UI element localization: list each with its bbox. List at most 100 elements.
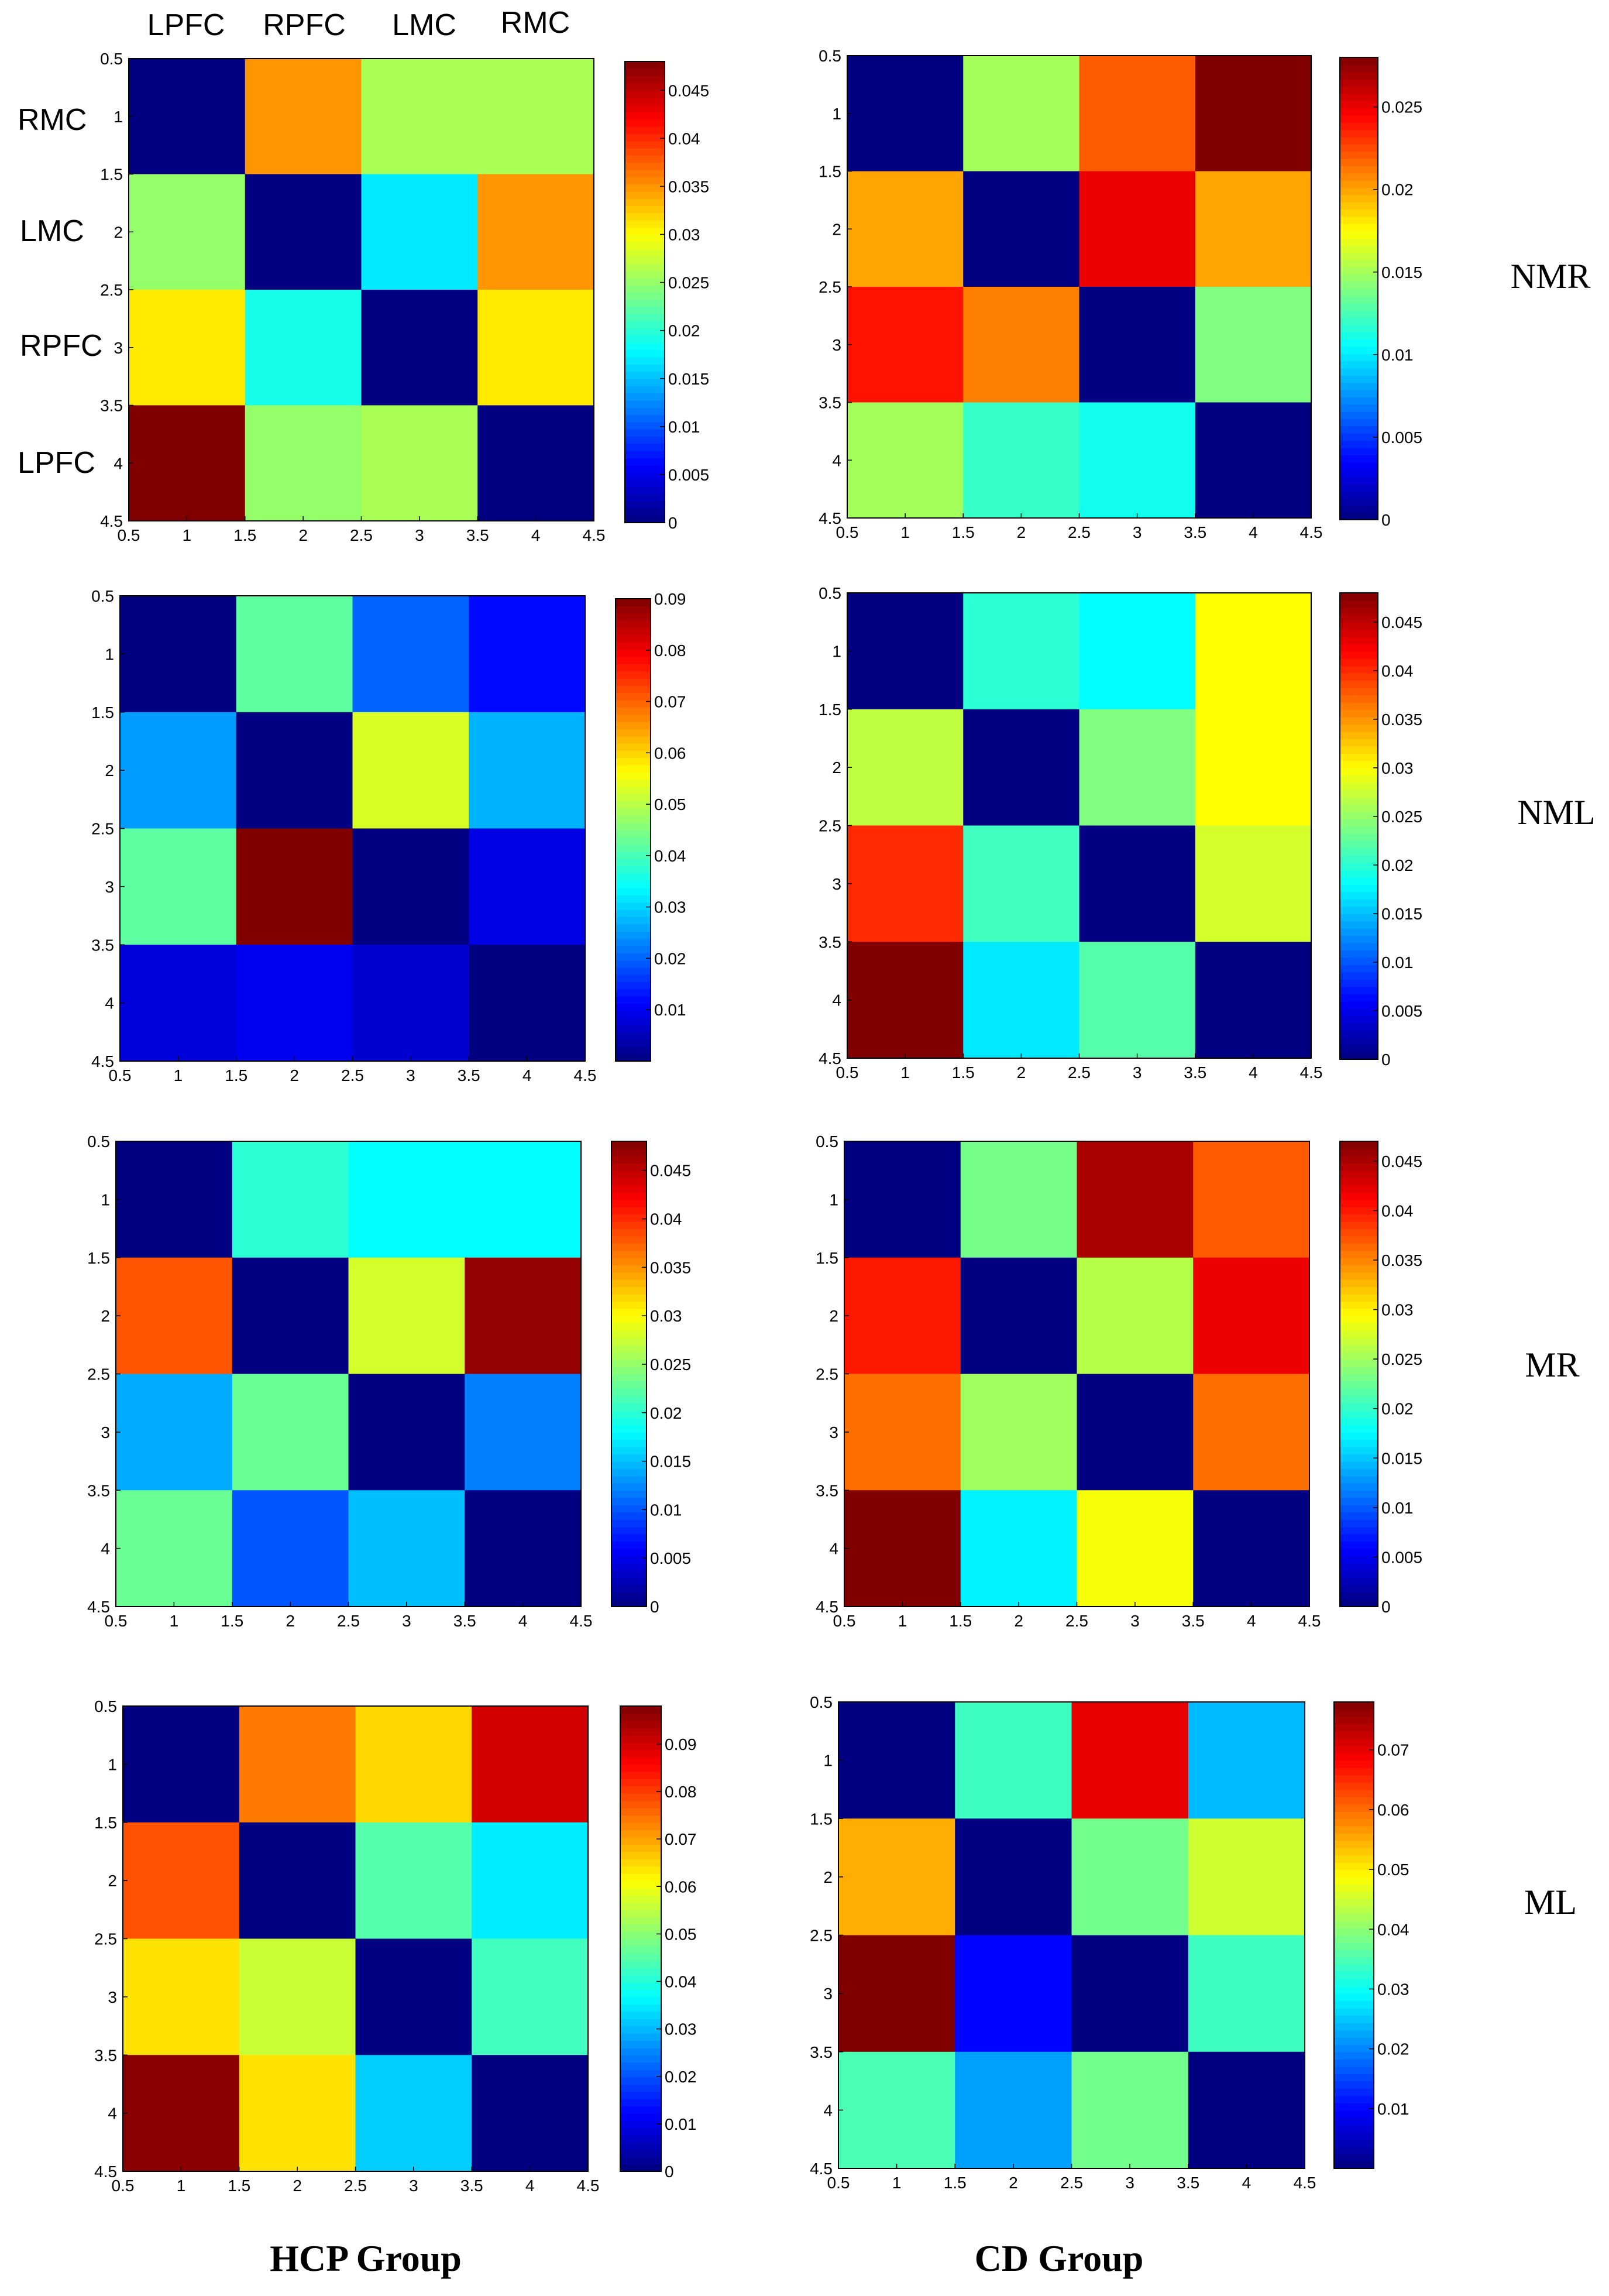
- colorbar-segment: [1340, 173, 1378, 181]
- colorbar-segment: [1334, 1891, 1374, 1900]
- heatmap-cell: [844, 1490, 961, 1607]
- heatmap-cell: [352, 945, 469, 1062]
- colorbar-segment: [1340, 1316, 1378, 1324]
- heatmap-cell: [1077, 1257, 1194, 1375]
- colorbar-segment: [616, 721, 651, 729]
- y-tick-label: 1.5: [810, 1810, 833, 1828]
- colorbar-segment: [611, 1454, 647, 1462]
- colorbar-segment: [1340, 833, 1378, 842]
- x-tick-label: 2.5: [1065, 1612, 1088, 1630]
- colorbar-segment: [625, 104, 665, 112]
- colorbar-segment: [1340, 790, 1378, 798]
- colorbar-segment: [616, 627, 651, 636]
- colorbar-segment: [1340, 71, 1378, 80]
- colorbar-segment: [616, 815, 651, 823]
- heatmap-cell: [1188, 2051, 1305, 2169]
- colorbar-tick-label: 0.02: [650, 1404, 682, 1422]
- colorbar-segment: [1340, 187, 1378, 195]
- colorbar-segment: [625, 249, 665, 257]
- colorbar-segment: [1340, 1403, 1378, 1411]
- colorbar-segment: [1334, 1840, 1374, 1848]
- colorbar-tick-label: 0.05: [1377, 1861, 1409, 1879]
- colorbar-segment: [616, 945, 651, 953]
- colorbar-segment: [1340, 847, 1378, 856]
- colorbar-segment: [616, 779, 651, 787]
- heatmap-cell: [245, 59, 362, 175]
- y-tick-label: 2: [829, 1307, 838, 1325]
- colorbar-tick-label: 0.06: [654, 744, 686, 762]
- y-tick-label: 4: [832, 991, 841, 1010]
- row-label: LPFC: [18, 446, 95, 480]
- y-tick-label: 0.5: [819, 584, 841, 602]
- colorbar-segment: [616, 750, 651, 759]
- x-tick-label: 2.5: [344, 2177, 367, 2195]
- colorbar-segment: [1334, 2037, 1374, 2046]
- colorbar-segment: [1340, 354, 1378, 362]
- colorbar-segment: [1340, 1425, 1378, 1433]
- condition-label: ML: [1524, 1883, 1577, 1921]
- colorbar-segment: [1334, 2022, 1374, 2031]
- colorbar-segment: [625, 342, 665, 351]
- colorbar-segment: [625, 191, 665, 199]
- colorbar-segment: [1340, 1505, 1378, 1513]
- y-tick-label: 3: [832, 875, 841, 893]
- colorbar-segment: [611, 1352, 647, 1360]
- heatmap-panel: 0.5 1 1.5 2 2.5 3 3.5 4 4.50.511.522.533.544.5 00…: [94, 1697, 696, 2195]
- colorbar-segment: [1340, 289, 1378, 297]
- colorbar-segment: [616, 880, 651, 888]
- x-tick-label: 3.5: [1182, 1612, 1205, 1630]
- colorbar-segment: [611, 1505, 647, 1513]
- x-tick-label: 3: [1130, 1612, 1140, 1630]
- heatmap-cell: [361, 290, 478, 406]
- colorbar-segment: [620, 1837, 661, 1845]
- heatmap-cell: [1188, 1702, 1305, 1819]
- colorbar-segment: [620, 2011, 661, 2019]
- colorbar-segment: [1340, 593, 1378, 601]
- colorbar-segment: [611, 1185, 647, 1193]
- colorbar-tick-label: 0.01: [1381, 953, 1414, 972]
- colorbar-segment: [620, 2040, 661, 2048]
- colorbar-segment: [1340, 1490, 1378, 1498]
- colorbar-tick-label: 0.045: [1381, 1152, 1422, 1171]
- heatmap-cell: [355, 1706, 472, 1823]
- colorbar-tick-label: 0.035: [650, 1258, 691, 1276]
- colorbar-segment: [1340, 1337, 1378, 1346]
- colorbar-segment: [616, 743, 651, 751]
- colorbar-segment: [625, 61, 665, 70]
- colorbar-segment: [1334, 2132, 1374, 2140]
- colorbar-segment: [616, 866, 651, 874]
- colorbar-segment: [1334, 1760, 1374, 1768]
- heatmap-cell: [847, 287, 964, 403]
- colorbar-segment: [1334, 1731, 1374, 1739]
- colorbar-segment: [1334, 2125, 1374, 2133]
- colorbar-segment: [1340, 274, 1378, 282]
- colorbar-segment: [1340, 1367, 1378, 1375]
- colorbar-segment: [611, 1461, 647, 1469]
- colorbar-segment: [1334, 1942, 1374, 1951]
- colorbar-segment: [1340, 1286, 1378, 1295]
- y-tick-label: 3.5: [816, 1481, 838, 1499]
- colorbar-segment: [1340, 942, 1378, 951]
- colorbar-segment: [616, 678, 651, 686]
- colorbar-segment: [1340, 797, 1378, 805]
- colorbar-segment: [1340, 702, 1378, 711]
- colorbar-segment: [625, 428, 665, 437]
- colorbar-segment: [616, 1025, 651, 1033]
- colorbar-segment: [1340, 397, 1378, 405]
- heatmap-cell: [1077, 1141, 1194, 1258]
- colorbar-segment: [1340, 1235, 1378, 1244]
- colorbar-frame: [620, 1705, 662, 2172]
- heatmap-cell: [963, 171, 1080, 287]
- colorbar-segment: [625, 75, 665, 84]
- colorbar-segment: [620, 2091, 661, 2099]
- heatmap-cell: [477, 405, 594, 521]
- colorbar-tick-label: 0.02: [654, 949, 686, 967]
- colorbar-segment: [616, 634, 651, 643]
- colorbar-segment: [625, 458, 665, 466]
- heatmap-cell: [847, 825, 964, 942]
- colorbar-tick-label: 0.04: [1381, 1202, 1414, 1220]
- colorbar-segment: [1340, 739, 1378, 747]
- colorbar-segment: [1334, 1782, 1374, 1790]
- colorbar-tick-label: 0.02: [1377, 2040, 1409, 2058]
- colorbar-segment: [616, 606, 651, 614]
